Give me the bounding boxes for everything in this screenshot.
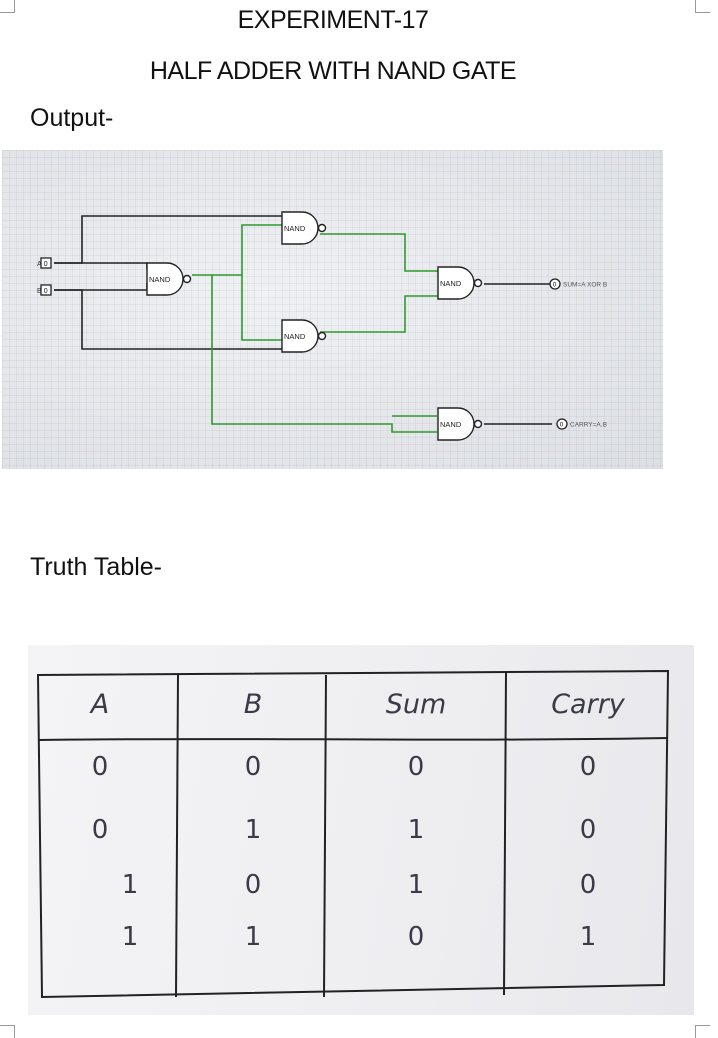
table-cell: 1 [408, 870, 425, 900]
table-cell: 1 [245, 815, 262, 845]
output-probe: 0 CARRY=A.B [556, 418, 607, 430]
nand-gate: NAND [281, 211, 327, 245]
table-cell: 1 [122, 922, 139, 952]
table-border [36, 669, 670, 999]
table-cell: 1 [122, 870, 139, 900]
table-cell: 0 [580, 815, 597, 845]
page-corner-mark [0, 1025, 15, 1038]
wire [211, 275, 437, 433]
wire [192, 224, 282, 276]
table-cell: 0 [245, 870, 262, 900]
input-label: A [37, 261, 42, 268]
gate-label: NAND [440, 420, 462, 429]
output-label: CARRY=A.B [570, 422, 607, 429]
nand-gate: NAND [146, 262, 192, 296]
page-title: EXPERIMENT-17 [237, 6, 429, 34]
table-header-cell: A [89, 689, 109, 720]
wire [54, 283, 148, 291]
table-header-cell: B [244, 689, 263, 720]
nand-gate: NAND [281, 319, 327, 353]
table-rule [37, 737, 669, 741]
table-header-cell: Sum [386, 689, 447, 720]
output-value: 0 [553, 282, 557, 289]
table-cell: 0 [580, 870, 597, 900]
table-cell: 0 [92, 815, 109, 845]
table-cell: 0 [245, 752, 262, 782]
table-header-cell: Carry [551, 689, 626, 720]
wire [54, 215, 282, 264]
output-label: SUM=A XOR B [563, 282, 607, 289]
table-cell: 1 [245, 922, 262, 952]
circuit-screenshot: NAND NAND NAND NAND NAND A 0 B 0 0 SUM=A XOR B 0 CA… [2, 150, 663, 469]
input-value: 0 [44, 288, 48, 295]
table-cell: 0 [92, 752, 109, 782]
table-rule [175, 674, 179, 998]
input-value: 0 [44, 261, 48, 268]
table-cell: 0 [408, 922, 425, 952]
table-cell: 0 [408, 752, 425, 782]
truth-table-heading: Truth Table- [30, 553, 163, 581]
gate-label: NAND [440, 279, 462, 288]
nand-gate: NAND [437, 266, 483, 300]
wire [241, 275, 282, 341]
page-corner-mark [695, 0, 710, 13]
gate-label: NAND [284, 332, 306, 341]
table-rule [503, 672, 507, 996]
truth-table-photo: A B Sum Carry 0 0 0 0 0 1 1 0 1 0 1 0 1 1 0 1 [28, 645, 694, 1015]
wire [320, 295, 438, 333]
table-cell: 1 [408, 815, 425, 845]
wire [320, 233, 438, 272]
output-probe: 0 SUM=A XOR B [549, 278, 607, 290]
gate-label: NAND [284, 224, 306, 233]
gate-label: NAND [149, 275, 171, 284]
output-heading: Output- [30, 104, 114, 132]
input-label: B [37, 288, 42, 295]
wire [54, 262, 148, 269]
page-subtitle: HALF ADDER WITH NAND GATE [149, 57, 517, 85]
output-value: 0 [560, 422, 564, 429]
table-cell: 0 [580, 752, 597, 782]
nand-gate: NAND [437, 407, 483, 441]
table-cell: 1 [580, 922, 597, 952]
page-corner-mark [695, 1025, 710, 1038]
page-corner-mark [0, 0, 15, 13]
table-rule [323, 674, 327, 998]
